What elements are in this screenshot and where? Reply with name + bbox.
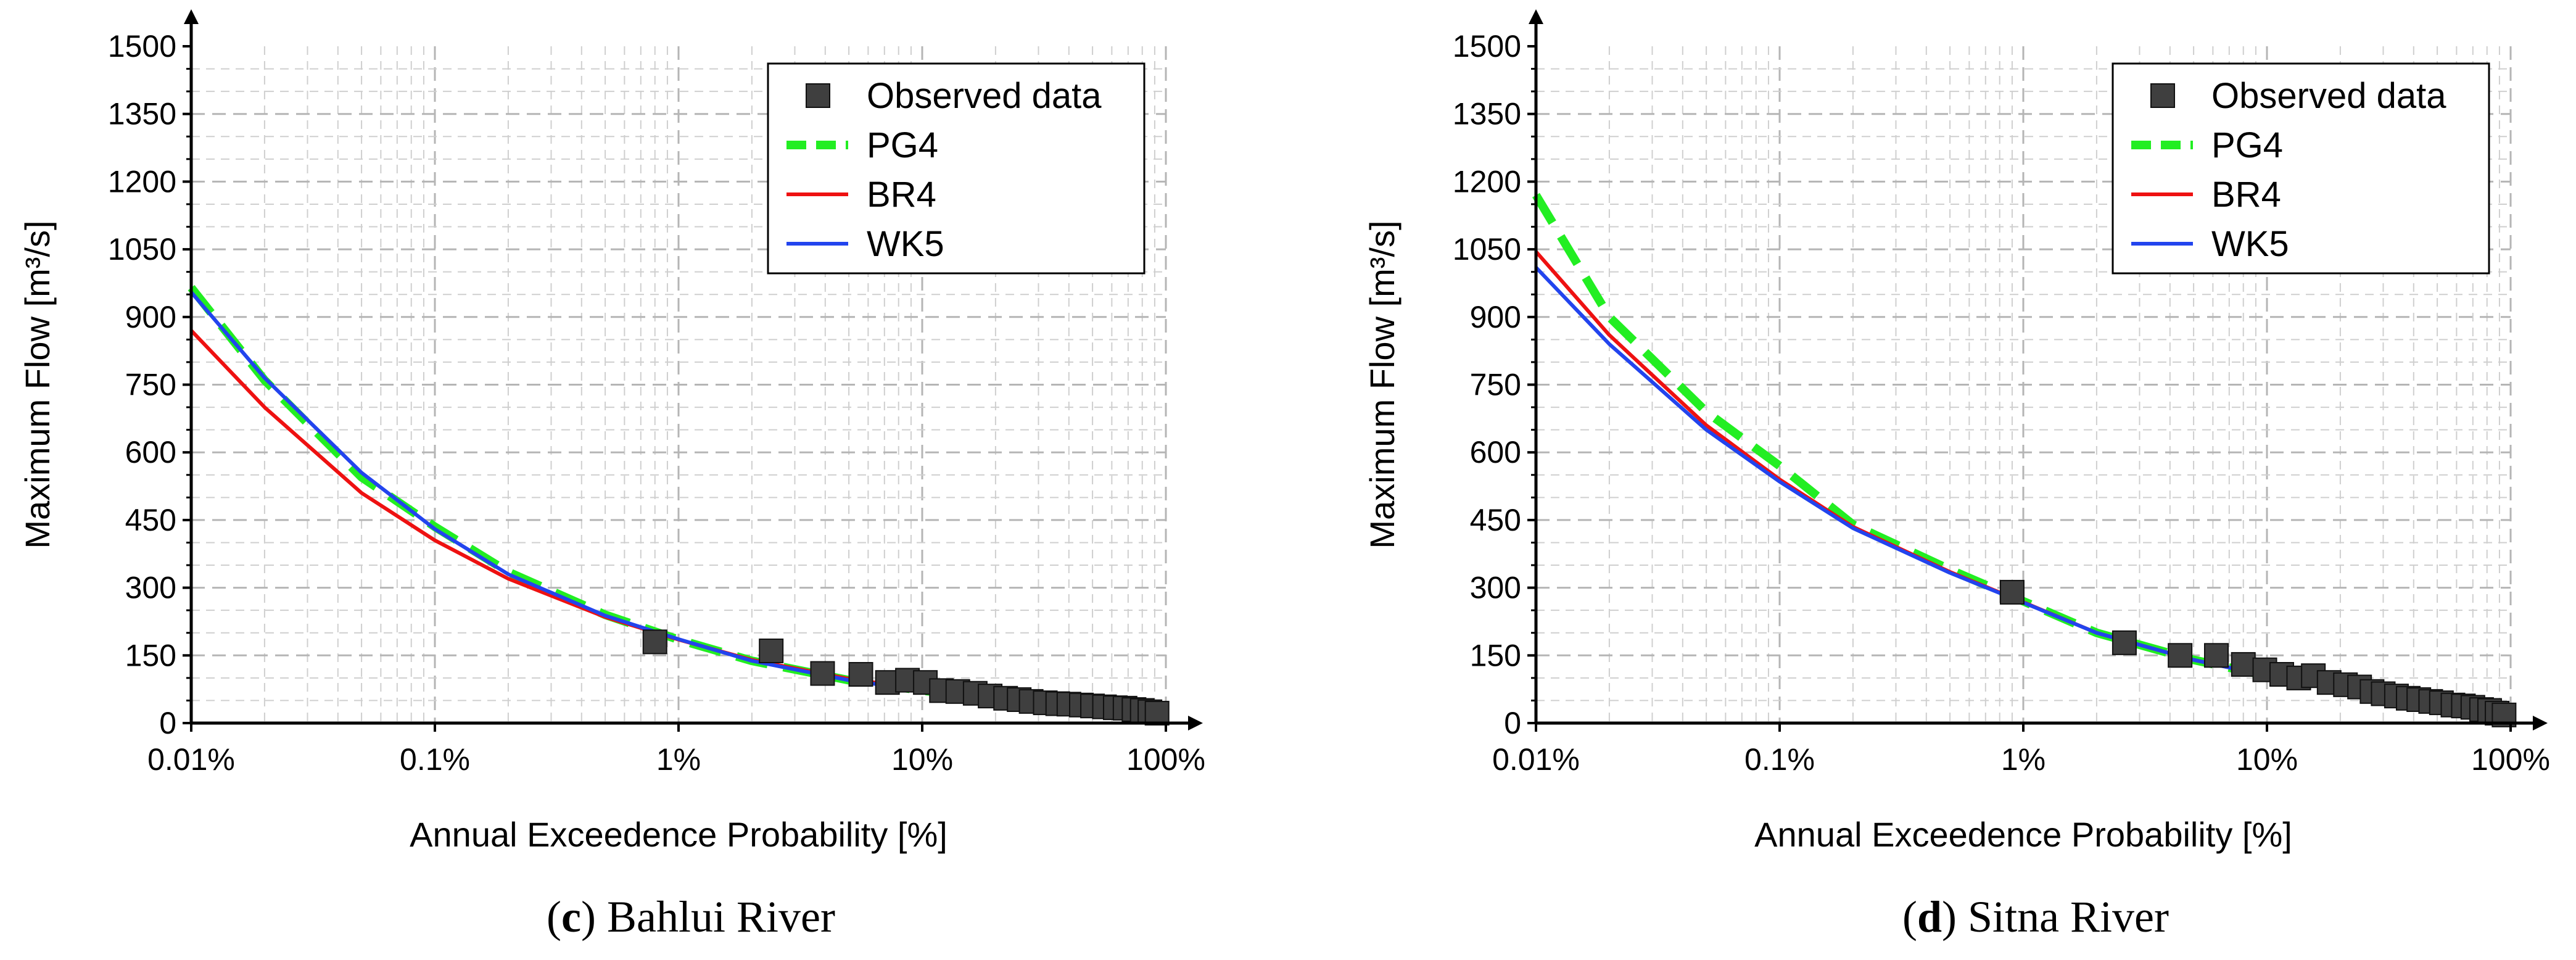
observed-data-point [1144, 700, 1170, 726]
chart-panel-d: 0 150 300 450 600 750 900 1050 1200 1350 1500 0.01… [1363, 9, 2550, 941]
plot-area [1532, 192, 2517, 727]
y-tick-label: 750 [1470, 368, 1521, 402]
y-tick-label: 900 [1470, 300, 1521, 334]
legend-label-observed-data: Observed data [2211, 76, 2446, 116]
panel-caption: (d) Sitna River [1902, 892, 2169, 941]
x-tick-label: 10% [891, 742, 953, 777]
x-tick-label: 1% [2001, 742, 2046, 777]
caption-name: Sitna River [1957, 892, 2169, 941]
x-tick-label: 0.1% [400, 742, 470, 777]
x-tick-labels: 0.01% 0.1% 1% 10% 100% [1492, 742, 2550, 777]
x-axis-arrow [2533, 716, 2548, 730]
x-tick-label: 100% [1126, 742, 1205, 777]
y-tick-label: 600 [1470, 435, 1521, 470]
observed-data-point [810, 661, 835, 686]
x-tick-label: 0.01% [147, 742, 235, 777]
y-tick-label: 1350 [108, 97, 176, 131]
legend-box [767, 62, 1146, 275]
y-tick-label: 1050 [1453, 232, 1521, 267]
legend-label-wk5: WK5 [2211, 224, 2289, 264]
plot-area [188, 284, 1170, 726]
y-tick-labels: 0 150 300 450 600 750 900 1050 1200 1350 1500 [1453, 29, 1521, 740]
observed-data-point [2231, 652, 2256, 677]
observed-data-point [2168, 643, 2193, 668]
y-tick-label: 150 [1470, 638, 1521, 672]
y-tick-label: 150 [125, 638, 176, 672]
y-tick-label: 1500 [108, 29, 176, 64]
grid [1535, 46, 2512, 723]
x-axis-label: Annual Exceedence Probability [%] [1754, 815, 2292, 854]
observed-data-point [2203, 643, 2229, 668]
legend-label-wk5: WK5 [867, 224, 944, 264]
y-axis-label: Maximum Flow [m³/s] [1363, 221, 1402, 549]
y-tick-label: 750 [125, 368, 176, 402]
caption-open: ( [547, 892, 561, 941]
y-tick-labels: 0 150 300 450 600 750 900 1050 1200 1350 1500 [108, 29, 176, 740]
legend-label-br4: BR4 [2211, 175, 2281, 215]
y-tick-label: 300 [1470, 571, 1521, 605]
observed-data-point [642, 629, 667, 655]
x-axis-arrow [1188, 716, 1203, 730]
legend-swatch-observed-data [2150, 83, 2175, 108]
legend-label-observed-data: Observed data [867, 76, 1102, 116]
caption-close: ) [1942, 892, 1957, 941]
legend: Observed data PG4 BR4 WK5 [767, 62, 1146, 275]
axes [183, 9, 1203, 732]
axes [1527, 9, 2548, 732]
legend-swatch-observed-data [806, 83, 830, 108]
panel-caption: (c) Bahlui River [547, 892, 835, 941]
caption-name: Bahlui River [596, 892, 835, 941]
y-tick-label: 1500 [1453, 29, 1521, 64]
caption-letter: c [561, 892, 581, 941]
y-tick-label: 900 [125, 300, 176, 334]
y-tick-label: 1200 [108, 164, 176, 199]
x-tick-label: 0.01% [1492, 742, 1580, 777]
x-axis-label: Annual Exceedence Probability [%] [410, 815, 947, 854]
y-tick-label: 450 [125, 503, 176, 537]
y-tick-label: 0 [159, 706, 176, 740]
y-axis-arrow [1529, 9, 1543, 24]
legend-label-pg4: PG4 [2211, 125, 2283, 165]
caption-open: ( [1902, 892, 1917, 941]
x-tick-label: 1% [656, 742, 701, 777]
caption-letter: d [1917, 892, 1942, 941]
x-tick-label: 100% [2471, 742, 2550, 777]
observed-data-point [848, 662, 873, 687]
observed-data-point [1999, 579, 2025, 605]
x-tick-label: 10% [2236, 742, 2298, 777]
y-tick-label: 1200 [1453, 164, 1521, 199]
y-axis-label: Maximum Flow [m³/s] [18, 221, 57, 549]
legend: Observed data PG4 BR4 WK5 [2112, 62, 2490, 275]
y-tick-label: 300 [125, 571, 176, 605]
y-tick-label: 0 [1504, 706, 1521, 740]
x-tick-label: 0.1% [1744, 742, 1815, 777]
y-axis-arrow [184, 9, 199, 24]
y-tick-label: 450 [1470, 503, 1521, 537]
legend-box [2112, 62, 2490, 275]
caption-close: ) [581, 892, 596, 941]
observed-data-point [759, 638, 784, 663]
y-tick-label: 600 [125, 435, 176, 470]
y-tick-label: 1050 [108, 232, 176, 267]
observed-data-point [2112, 630, 2137, 655]
legend-label-pg4: PG4 [867, 125, 938, 165]
chart-panel-c: 0 150 300 450 600 750 900 1050 1200 1350 1500 0.01… [18, 9, 1205, 941]
legend-label-br4: BR4 [867, 175, 936, 215]
x-tick-labels: 0.01% 0.1% 1% 10% 100% [147, 742, 1205, 777]
y-tick-label: 1350 [1453, 97, 1521, 131]
